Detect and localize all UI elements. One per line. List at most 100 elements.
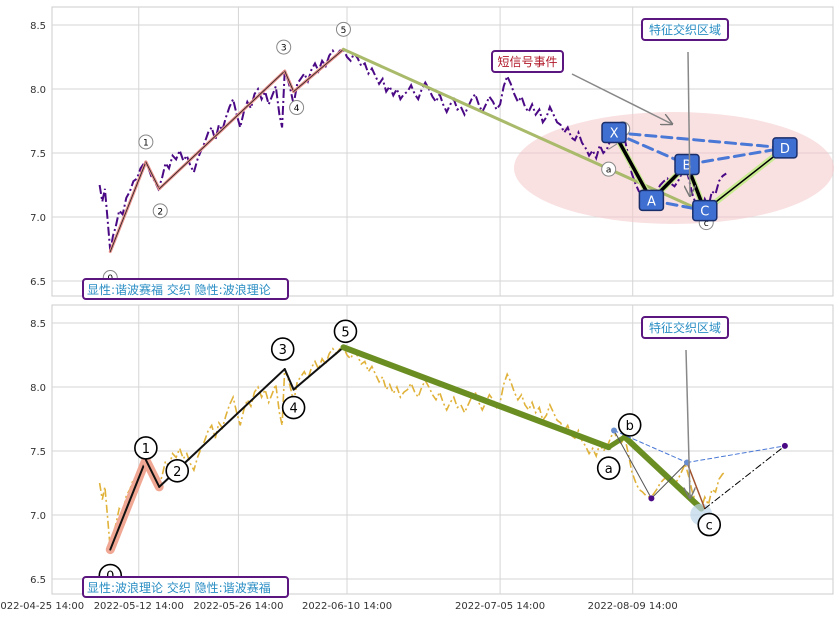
bottom-caption: 显性:波浪理论 交织 隐性:谐波赛福 bbox=[87, 580, 271, 595]
wave-segment-core bbox=[284, 70, 295, 92]
top-y-tick-labels: 6.5 7.0 7.5 8.0 8.5 bbox=[30, 21, 46, 288]
top-caption-box: 显性:谐波赛福 交织 隐性:波浪理论 bbox=[82, 278, 289, 300]
wave-label-bubble bbox=[617, 413, 642, 437]
wave-segment bbox=[283, 368, 295, 391]
wave-label: b bbox=[626, 419, 634, 434]
wave-label: c bbox=[706, 519, 713, 534]
harmonic-point-label: D bbox=[780, 142, 790, 157]
signal-annotation: 短信号事件 bbox=[491, 50, 564, 73]
bottom-zone-arrow bbox=[686, 349, 690, 498]
harmonic-dot bbox=[611, 427, 618, 434]
harmonic-point-label: A bbox=[647, 194, 656, 209]
wave-label: c bbox=[704, 219, 709, 229]
y-tick-label: 7.5 bbox=[30, 447, 46, 458]
top-caption: 显性:谐波赛福 交织 隐性:波浪理论 bbox=[87, 282, 271, 297]
x-tick-labels: 2022-04-25 14:00 2022-05-12 14:00 2022-05-… bbox=[0, 601, 678, 612]
harmonic-point-label: C bbox=[700, 205, 709, 220]
y-tick-label: 6.5 bbox=[30, 575, 46, 586]
harmonic-point-box bbox=[638, 189, 665, 212]
top-zone-annotation: 特征交织区域 bbox=[641, 18, 729, 41]
signal-annotation-text: 短信号事件 bbox=[497, 55, 557, 69]
x-tick-label: 2022-04-25 14:00 bbox=[0, 601, 84, 612]
bottom-caption-box: 显性:波浪理论 交织 隐性:谐波赛福 bbox=[82, 576, 289, 598]
signal-arrow bbox=[571, 73, 672, 124]
y-tick-label: 6.5 bbox=[30, 277, 46, 288]
y-tick-label: 7.5 bbox=[30, 149, 46, 160]
wave-label: 4 bbox=[294, 104, 300, 114]
wave-label-bubble bbox=[596, 456, 621, 480]
wave-label: 3 bbox=[281, 44, 287, 54]
harmonic-xb bbox=[613, 430, 688, 464]
wave-label-bubble bbox=[134, 436, 158, 460]
wave-label: 4 bbox=[289, 402, 297, 417]
wave-segment bbox=[109, 458, 147, 551]
wave-label: 2 bbox=[173, 465, 181, 480]
wave-label-bubble bbox=[270, 337, 295, 361]
harmonic-point-box bbox=[692, 199, 718, 222]
x-tick-label: 2022-05-12 14:00 bbox=[94, 601, 184, 612]
wave-label-bubble bbox=[601, 161, 617, 177]
harmonic-bd bbox=[685, 146, 787, 167]
wave-correction bbox=[606, 434, 628, 450]
top-zone-arrow bbox=[688, 51, 690, 196]
bottom-zone-annotation-text: 特征交织区域 bbox=[649, 320, 721, 335]
wave-label: a bbox=[605, 462, 613, 477]
top-harmonic-point-labels: X A B C D bbox=[601, 121, 798, 222]
wave-label-bubble bbox=[335, 21, 351, 37]
harmonic-xd bbox=[612, 131, 787, 150]
y-tick-label: 7.0 bbox=[30, 511, 46, 522]
top-zone-annotation-text: 特征交织区域 bbox=[649, 22, 721, 37]
wave-label: 5 bbox=[341, 325, 349, 340]
wave-label: 3 bbox=[279, 343, 287, 358]
harmonic-dot bbox=[648, 495, 655, 502]
wave-label-bubble bbox=[138, 134, 154, 150]
wave-label-bubble bbox=[276, 39, 292, 55]
top-wave-lines bbox=[108, 47, 703, 254]
bottom-price-series bbox=[98, 346, 727, 550]
harmonic-dot bbox=[781, 442, 788, 449]
wave-segment bbox=[144, 458, 161, 488]
harmonic-point-label: B bbox=[683, 159, 692, 174]
wave-segment-core bbox=[158, 70, 286, 190]
wave-label: 5 bbox=[341, 26, 347, 36]
harmonic-leg bbox=[612, 130, 654, 203]
harmonic-bd bbox=[686, 445, 786, 464]
wave-label-bubble bbox=[697, 512, 722, 537]
top-zone-ellipse bbox=[514, 112, 834, 224]
bottom-plot-frame bbox=[51, 304, 834, 595]
harmonic-leg bbox=[613, 430, 652, 499]
wave-correction bbox=[340, 344, 612, 451]
bottom-y-tick-labels: 6.5 7.0 7.5 8.0 8.5 bbox=[30, 319, 46, 586]
harmonic-point-box bbox=[601, 121, 627, 144]
wave-segment-core bbox=[293, 48, 344, 92]
bottom-zone-annotation: 特征交织区域 bbox=[641, 316, 729, 339]
wave-label: 1 bbox=[143, 138, 149, 148]
wave-segment-core bbox=[145, 161, 160, 190]
harmonic-leg bbox=[650, 462, 688, 499]
wave-segment bbox=[292, 346, 345, 391]
bottom-panel: 6.5 7.0 7.5 8.0 8.5 2022-04-25 14:00 2022-05-… bbox=[0, 304, 834, 612]
y-tick-label: 7.0 bbox=[30, 213, 46, 224]
harmonic-leg bbox=[704, 147, 786, 212]
bottom-harmonic-pattern bbox=[611, 427, 788, 510]
harmonic-cd bbox=[704, 445, 786, 510]
x-tick-label: 2022-06-10 14:00 bbox=[302, 601, 392, 612]
x-tick-label: 2022-07-05 14:00 bbox=[455, 601, 545, 612]
wave-label-bubble bbox=[152, 203, 168, 219]
y-tick-label: 8.0 bbox=[30, 85, 46, 96]
harmonic-point-box bbox=[772, 137, 798, 159]
wave-segment-core bbox=[109, 161, 147, 252]
wave-label-bubble bbox=[165, 459, 190, 483]
y-tick-label: 8.5 bbox=[30, 21, 46, 32]
x-tick-label: 2022-08-09 14:00 bbox=[588, 601, 678, 612]
wave-label-bubble bbox=[289, 100, 305, 116]
y-tick-label: 8.5 bbox=[30, 319, 46, 330]
wave-label-bubble bbox=[281, 395, 306, 420]
harmonic-point-label: X bbox=[610, 127, 619, 142]
wave-label: 1 bbox=[142, 442, 150, 457]
wave-label-bubble bbox=[333, 319, 358, 344]
wave-label: 2 bbox=[157, 207, 163, 217]
x-tick-label: 2022-05-26 14:00 bbox=[193, 601, 283, 612]
